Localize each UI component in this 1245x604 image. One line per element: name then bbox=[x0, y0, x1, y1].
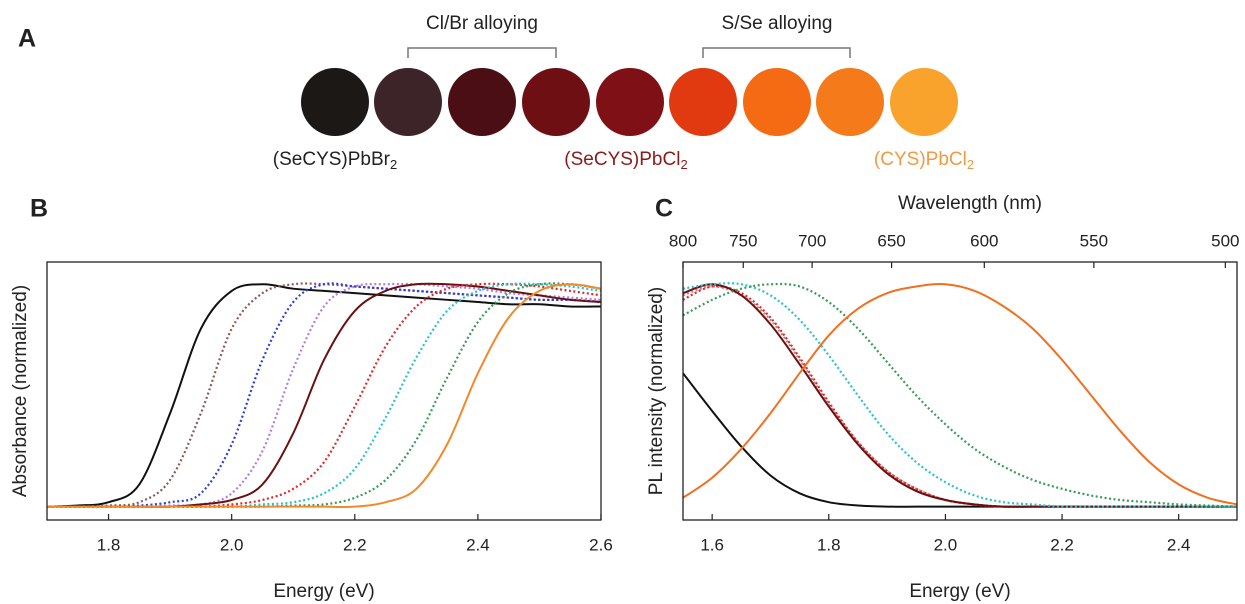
x-tick-label: 2.2 bbox=[1050, 535, 1074, 554]
x-tick-label: 2.4 bbox=[466, 535, 490, 554]
x-tick-label: 2.0 bbox=[934, 535, 958, 554]
y-axis-label: Absorbance (normalized) bbox=[10, 285, 31, 497]
x-tick-label: 2.6 bbox=[589, 535, 613, 554]
data-line bbox=[47, 282, 601, 508]
sample-disc bbox=[669, 68, 737, 136]
compound-name: (SeCYS)PbCl bbox=[564, 149, 680, 170]
panel-letter: B bbox=[30, 195, 48, 223]
data-line bbox=[47, 283, 601, 508]
compound-name: (CYS)PbCl bbox=[874, 149, 967, 170]
plot-frame bbox=[46, 261, 602, 521]
sample-disc bbox=[374, 68, 442, 136]
bracket bbox=[702, 47, 851, 58]
compound-subscript: 2 bbox=[390, 157, 397, 172]
data-line bbox=[47, 283, 601, 508]
sample-photos bbox=[301, 68, 958, 136]
sample-disc bbox=[301, 68, 369, 136]
x-tick-label: 1.6 bbox=[700, 535, 724, 554]
y-axis-label: PL intensity (normalized) bbox=[646, 287, 667, 495]
sample-disc bbox=[448, 68, 516, 136]
sample-disc bbox=[596, 68, 664, 136]
data-line bbox=[683, 372, 1237, 508]
x2-tick-label: 500 bbox=[1211, 231, 1239, 250]
plot-area bbox=[47, 282, 601, 508]
sample-disc bbox=[743, 68, 811, 136]
sample-disc bbox=[816, 68, 884, 136]
compound-name: (SeCYS)PbBr bbox=[273, 149, 391, 170]
x2-tick-label: 800 bbox=[669, 231, 697, 250]
x-tick-label: 1.8 bbox=[97, 535, 121, 554]
data-line bbox=[47, 282, 601, 508]
compound-subscript: 2 bbox=[967, 157, 974, 172]
bracket bbox=[407, 47, 557, 58]
plot-frame bbox=[682, 261, 1238, 521]
data-line bbox=[47, 282, 601, 508]
x-axis-label: Energy (eV) bbox=[909, 581, 1010, 602]
panel-letter: C bbox=[655, 195, 673, 223]
data-line bbox=[47, 282, 601, 508]
x-tick-label: 2.0 bbox=[220, 535, 244, 554]
data-line bbox=[683, 282, 1237, 508]
x2-tick-label: 600 bbox=[970, 231, 998, 250]
data-line bbox=[47, 282, 601, 508]
x2-tick-label: 750 bbox=[729, 231, 757, 250]
data-line bbox=[683, 282, 1237, 508]
sample-disc bbox=[890, 68, 958, 136]
bracket-label: S/Se alloying bbox=[722, 13, 833, 34]
x-tick-label: 2.2 bbox=[343, 535, 367, 554]
x-tick-label: 2.4 bbox=[1167, 535, 1191, 554]
data-line bbox=[47, 282, 601, 508]
plot-area bbox=[683, 282, 1237, 508]
x2-axis-label: Wavelength (nm) bbox=[898, 193, 1042, 214]
sample-disc bbox=[522, 68, 590, 136]
compound-label: (SeCYS)PbBr2 bbox=[273, 149, 397, 172]
compound-label: (CYS)PbCl2 bbox=[874, 149, 974, 172]
x-axis-label: Energy (eV) bbox=[273, 581, 374, 602]
data-line bbox=[47, 282, 601, 508]
data-line bbox=[683, 283, 1237, 508]
x2-tick-label: 650 bbox=[877, 231, 905, 250]
data-line bbox=[683, 283, 1237, 506]
x2-tick-label: 700 bbox=[798, 231, 826, 250]
x2-tick-label: 550 bbox=[1080, 231, 1108, 250]
compound-label: (SeCYS)PbCl2 bbox=[564, 149, 687, 172]
panel-letter: A bbox=[18, 25, 36, 53]
compound-subscript: 2 bbox=[680, 157, 687, 172]
x-tick-label: 1.8 bbox=[817, 535, 841, 554]
bracket-label: Cl/Br alloying bbox=[426, 13, 538, 34]
